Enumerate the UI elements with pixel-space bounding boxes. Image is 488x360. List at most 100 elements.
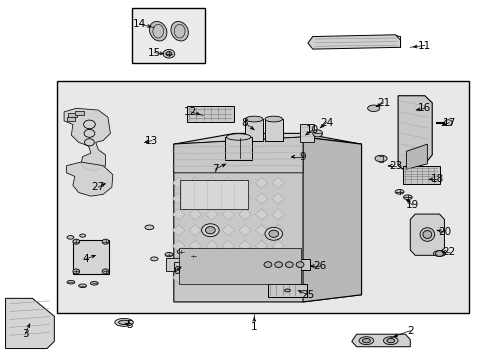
Bar: [57, 81, 468, 313]
Polygon shape: [205, 225, 218, 236]
Ellipse shape: [67, 280, 75, 284]
Polygon shape: [205, 145, 218, 157]
Ellipse shape: [177, 249, 184, 254]
Polygon shape: [238, 209, 251, 220]
Text: 6: 6: [173, 266, 179, 276]
Text: 22: 22: [442, 247, 455, 257]
Ellipse shape: [358, 337, 373, 345]
Polygon shape: [222, 209, 234, 220]
Bar: [180, 180, 248, 209]
Circle shape: [285, 262, 293, 267]
Bar: [300, 125, 313, 141]
Ellipse shape: [171, 21, 188, 41]
Circle shape: [264, 227, 282, 240]
Text: 20: 20: [437, 227, 450, 237]
Circle shape: [264, 262, 271, 267]
Polygon shape: [238, 161, 251, 173]
Polygon shape: [238, 177, 251, 189]
Polygon shape: [222, 177, 234, 189]
Polygon shape: [173, 134, 361, 144]
Bar: [68, 113, 77, 117]
Polygon shape: [188, 256, 201, 267]
Text: 7: 7: [211, 164, 218, 174]
Ellipse shape: [115, 319, 133, 326]
Bar: [75, 111, 83, 116]
Polygon shape: [271, 225, 284, 236]
Ellipse shape: [394, 189, 403, 194]
Polygon shape: [172, 145, 184, 157]
Text: 4: 4: [82, 254, 89, 264]
Polygon shape: [271, 177, 284, 189]
Polygon shape: [222, 272, 234, 283]
Polygon shape: [188, 177, 201, 189]
Text: 27: 27: [91, 182, 104, 192]
Circle shape: [312, 130, 322, 137]
Polygon shape: [271, 272, 284, 283]
Polygon shape: [255, 240, 267, 252]
Ellipse shape: [67, 235, 74, 239]
Ellipse shape: [419, 228, 434, 241]
Text: 16: 16: [417, 103, 430, 113]
Ellipse shape: [90, 282, 98, 285]
Ellipse shape: [422, 230, 431, 238]
Bar: [264, 259, 310, 270]
Bar: [178, 248, 300, 284]
Polygon shape: [172, 225, 184, 236]
Circle shape: [201, 224, 219, 237]
Text: 11: 11: [417, 41, 430, 50]
Polygon shape: [238, 240, 251, 252]
Text: 17: 17: [442, 118, 455, 128]
Polygon shape: [351, 334, 409, 347]
Bar: [245, 119, 263, 140]
Polygon shape: [271, 209, 284, 220]
Circle shape: [73, 239, 80, 244]
Polygon shape: [255, 145, 267, 157]
Ellipse shape: [80, 234, 85, 237]
Circle shape: [296, 262, 304, 267]
Text: 8: 8: [241, 118, 247, 128]
Text: 10: 10: [305, 125, 319, 135]
Polygon shape: [205, 209, 218, 220]
Bar: [132, 8, 205, 63]
Polygon shape: [205, 193, 218, 204]
Text: 24: 24: [319, 118, 332, 128]
Polygon shape: [172, 193, 184, 204]
Text: 14: 14: [133, 19, 146, 29]
Bar: [187, 107, 233, 122]
Ellipse shape: [383, 337, 397, 345]
Polygon shape: [188, 193, 201, 204]
Text: 19: 19: [405, 200, 419, 210]
Polygon shape: [238, 225, 251, 236]
Ellipse shape: [79, 284, 86, 288]
Polygon shape: [255, 193, 267, 204]
Polygon shape: [409, 214, 444, 255]
Polygon shape: [205, 256, 218, 267]
Ellipse shape: [150, 257, 158, 261]
Polygon shape: [255, 272, 267, 283]
Polygon shape: [172, 161, 184, 173]
Ellipse shape: [367, 105, 379, 112]
Polygon shape: [222, 256, 234, 267]
Text: 18: 18: [429, 174, 443, 184]
Bar: [267, 284, 306, 297]
Polygon shape: [255, 225, 267, 236]
Polygon shape: [188, 209, 201, 220]
Polygon shape: [205, 161, 218, 173]
Polygon shape: [271, 161, 284, 173]
Polygon shape: [255, 161, 267, 173]
Polygon shape: [222, 193, 234, 204]
Polygon shape: [172, 240, 184, 252]
Circle shape: [268, 230, 278, 237]
Ellipse shape: [284, 289, 290, 292]
Ellipse shape: [362, 338, 369, 343]
Bar: [264, 119, 282, 140]
Polygon shape: [205, 177, 218, 189]
Polygon shape: [5, 298, 54, 348]
Circle shape: [73, 269, 80, 274]
Bar: [402, 166, 439, 184]
Polygon shape: [222, 161, 234, 173]
Polygon shape: [172, 177, 184, 189]
Polygon shape: [271, 240, 284, 252]
Bar: [66, 117, 75, 121]
Polygon shape: [307, 35, 400, 49]
